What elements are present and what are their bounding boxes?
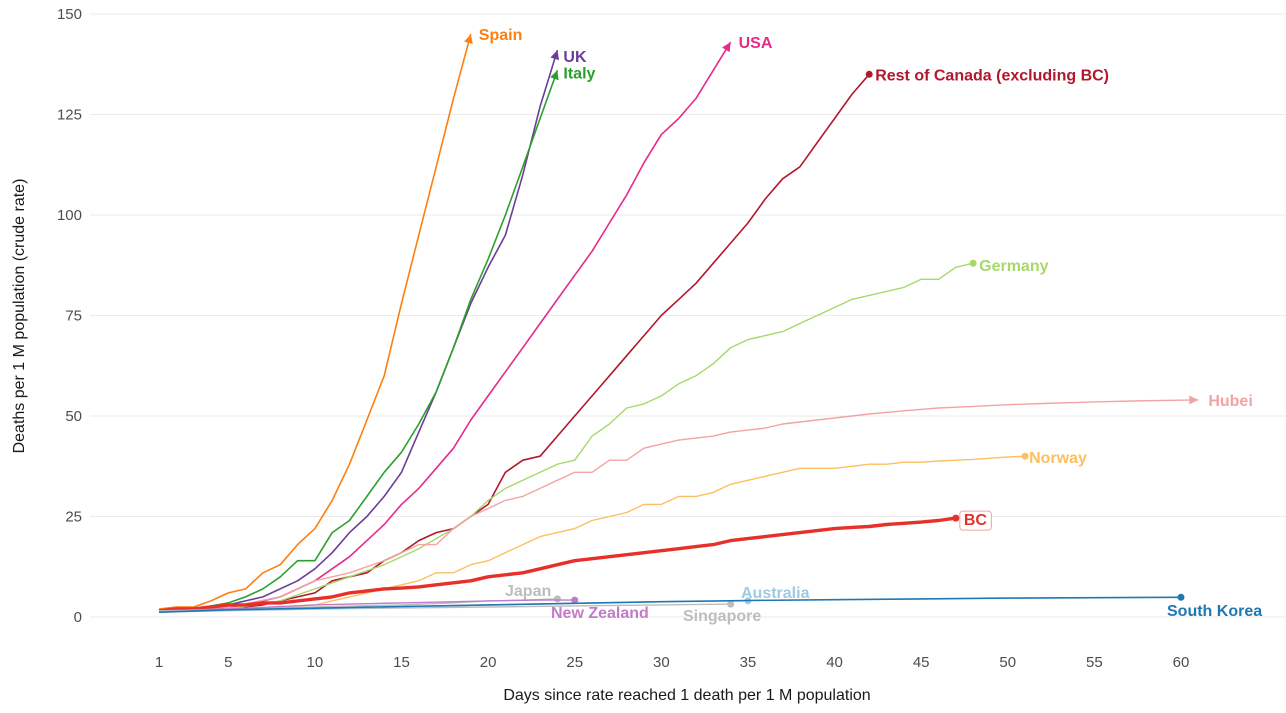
- y-tick-label: 25: [65, 509, 82, 526]
- series-italy: [158, 70, 559, 612]
- line-bc: [158, 516, 957, 613]
- x-tick-label: 35: [740, 654, 757, 671]
- x-tick-label: 5: [224, 654, 232, 671]
- x-tick-label: 55: [1086, 654, 1103, 671]
- arrowhead-hubei: [1189, 395, 1199, 405]
- endpoint-south-korea: [1177, 593, 1185, 601]
- series-germany: [158, 259, 977, 612]
- y-tick-label: 125: [57, 107, 82, 124]
- endpoint-japan: [553, 595, 561, 603]
- y-tick-label: 75: [65, 308, 82, 325]
- line-hubei: [158, 399, 1199, 612]
- label-singapore: Singapore: [683, 608, 761, 625]
- series-rest-of-canada-excluding-bc: [158, 70, 873, 612]
- series-norway: [158, 452, 1029, 612]
- label-uk: UK: [563, 49, 587, 66]
- label-japan: Japan: [505, 583, 551, 600]
- line-south-korea: [158, 596, 1182, 613]
- x-tick-label: 40: [826, 654, 843, 671]
- endpoint-rest-of-canada-excluding-bc: [865, 70, 873, 78]
- line-spain: [158, 33, 472, 610]
- series-uk: [158, 49, 560, 612]
- endpoint-singapore: [727, 600, 735, 608]
- label-norway: Norway: [1029, 450, 1087, 467]
- x-tick-label: 1: [155, 654, 163, 671]
- series-hubei: [158, 395, 1199, 612]
- line-usa: [158, 41, 732, 612]
- x-tick-label: 20: [480, 654, 497, 671]
- series-bc: [158, 514, 960, 613]
- x-tick-label: 15: [393, 654, 410, 671]
- label-new-zealand: New Zealand: [551, 605, 649, 622]
- endpoint-new-zealand: [571, 596, 579, 604]
- label-italy: Italy: [563, 65, 595, 82]
- line-norway: [158, 455, 1026, 612]
- gridlines: [90, 13, 1286, 618]
- line-germany: [158, 262, 974, 612]
- x-tick-label: 30: [653, 654, 670, 671]
- label-spain: Spain: [479, 27, 523, 44]
- y-tick-label: 150: [57, 6, 82, 23]
- series-south-korea: [158, 593, 1185, 613]
- x-tick-label: 50: [999, 654, 1016, 671]
- series-lines: [158, 33, 1199, 613]
- x-tick-label: 10: [307, 654, 324, 671]
- arrowhead-italy: [550, 70, 559, 81]
- label-box-bc: [959, 510, 992, 531]
- endpoint-norway: [1021, 452, 1029, 460]
- series-spain: [158, 33, 473, 610]
- line-italy: [158, 70, 559, 612]
- label-south-korea: South Korea: [1167, 603, 1262, 620]
- arrowhead-uk: [550, 50, 560, 61]
- label-bc: BC: [964, 512, 988, 529]
- line-uk: [158, 49, 559, 612]
- label-hubei: Hubei: [1208, 393, 1252, 410]
- x-tick-label: 25: [566, 654, 583, 671]
- label-australia: Australia: [741, 585, 810, 602]
- y-axis-title: Deaths per 1 M population (crude rate): [11, 179, 28, 454]
- y-tick-label: 50: [65, 408, 82, 425]
- label-rest-of-canada-excluding-bc: Rest of Canada (excluding BC): [875, 67, 1109, 84]
- line-rest-of-canada-excluding-bc: [158, 73, 870, 612]
- y-tick-label: 0: [74, 609, 82, 626]
- label-germany: Germany: [979, 258, 1048, 275]
- endpoint-germany: [969, 259, 977, 267]
- y-tick-label: 100: [57, 207, 82, 224]
- label-usa: USA: [739, 35, 773, 52]
- arrowhead-spain: [464, 34, 473, 44]
- endpoint-bc: [952, 514, 960, 522]
- arrowhead-usa: [722, 42, 731, 53]
- x-tick-label: 45: [913, 654, 930, 671]
- x-tick-label: 60: [1173, 654, 1190, 671]
- series-usa: [158, 41, 732, 612]
- x-axis-title: Days since rate reached 1 death per 1 M …: [503, 687, 870, 704]
